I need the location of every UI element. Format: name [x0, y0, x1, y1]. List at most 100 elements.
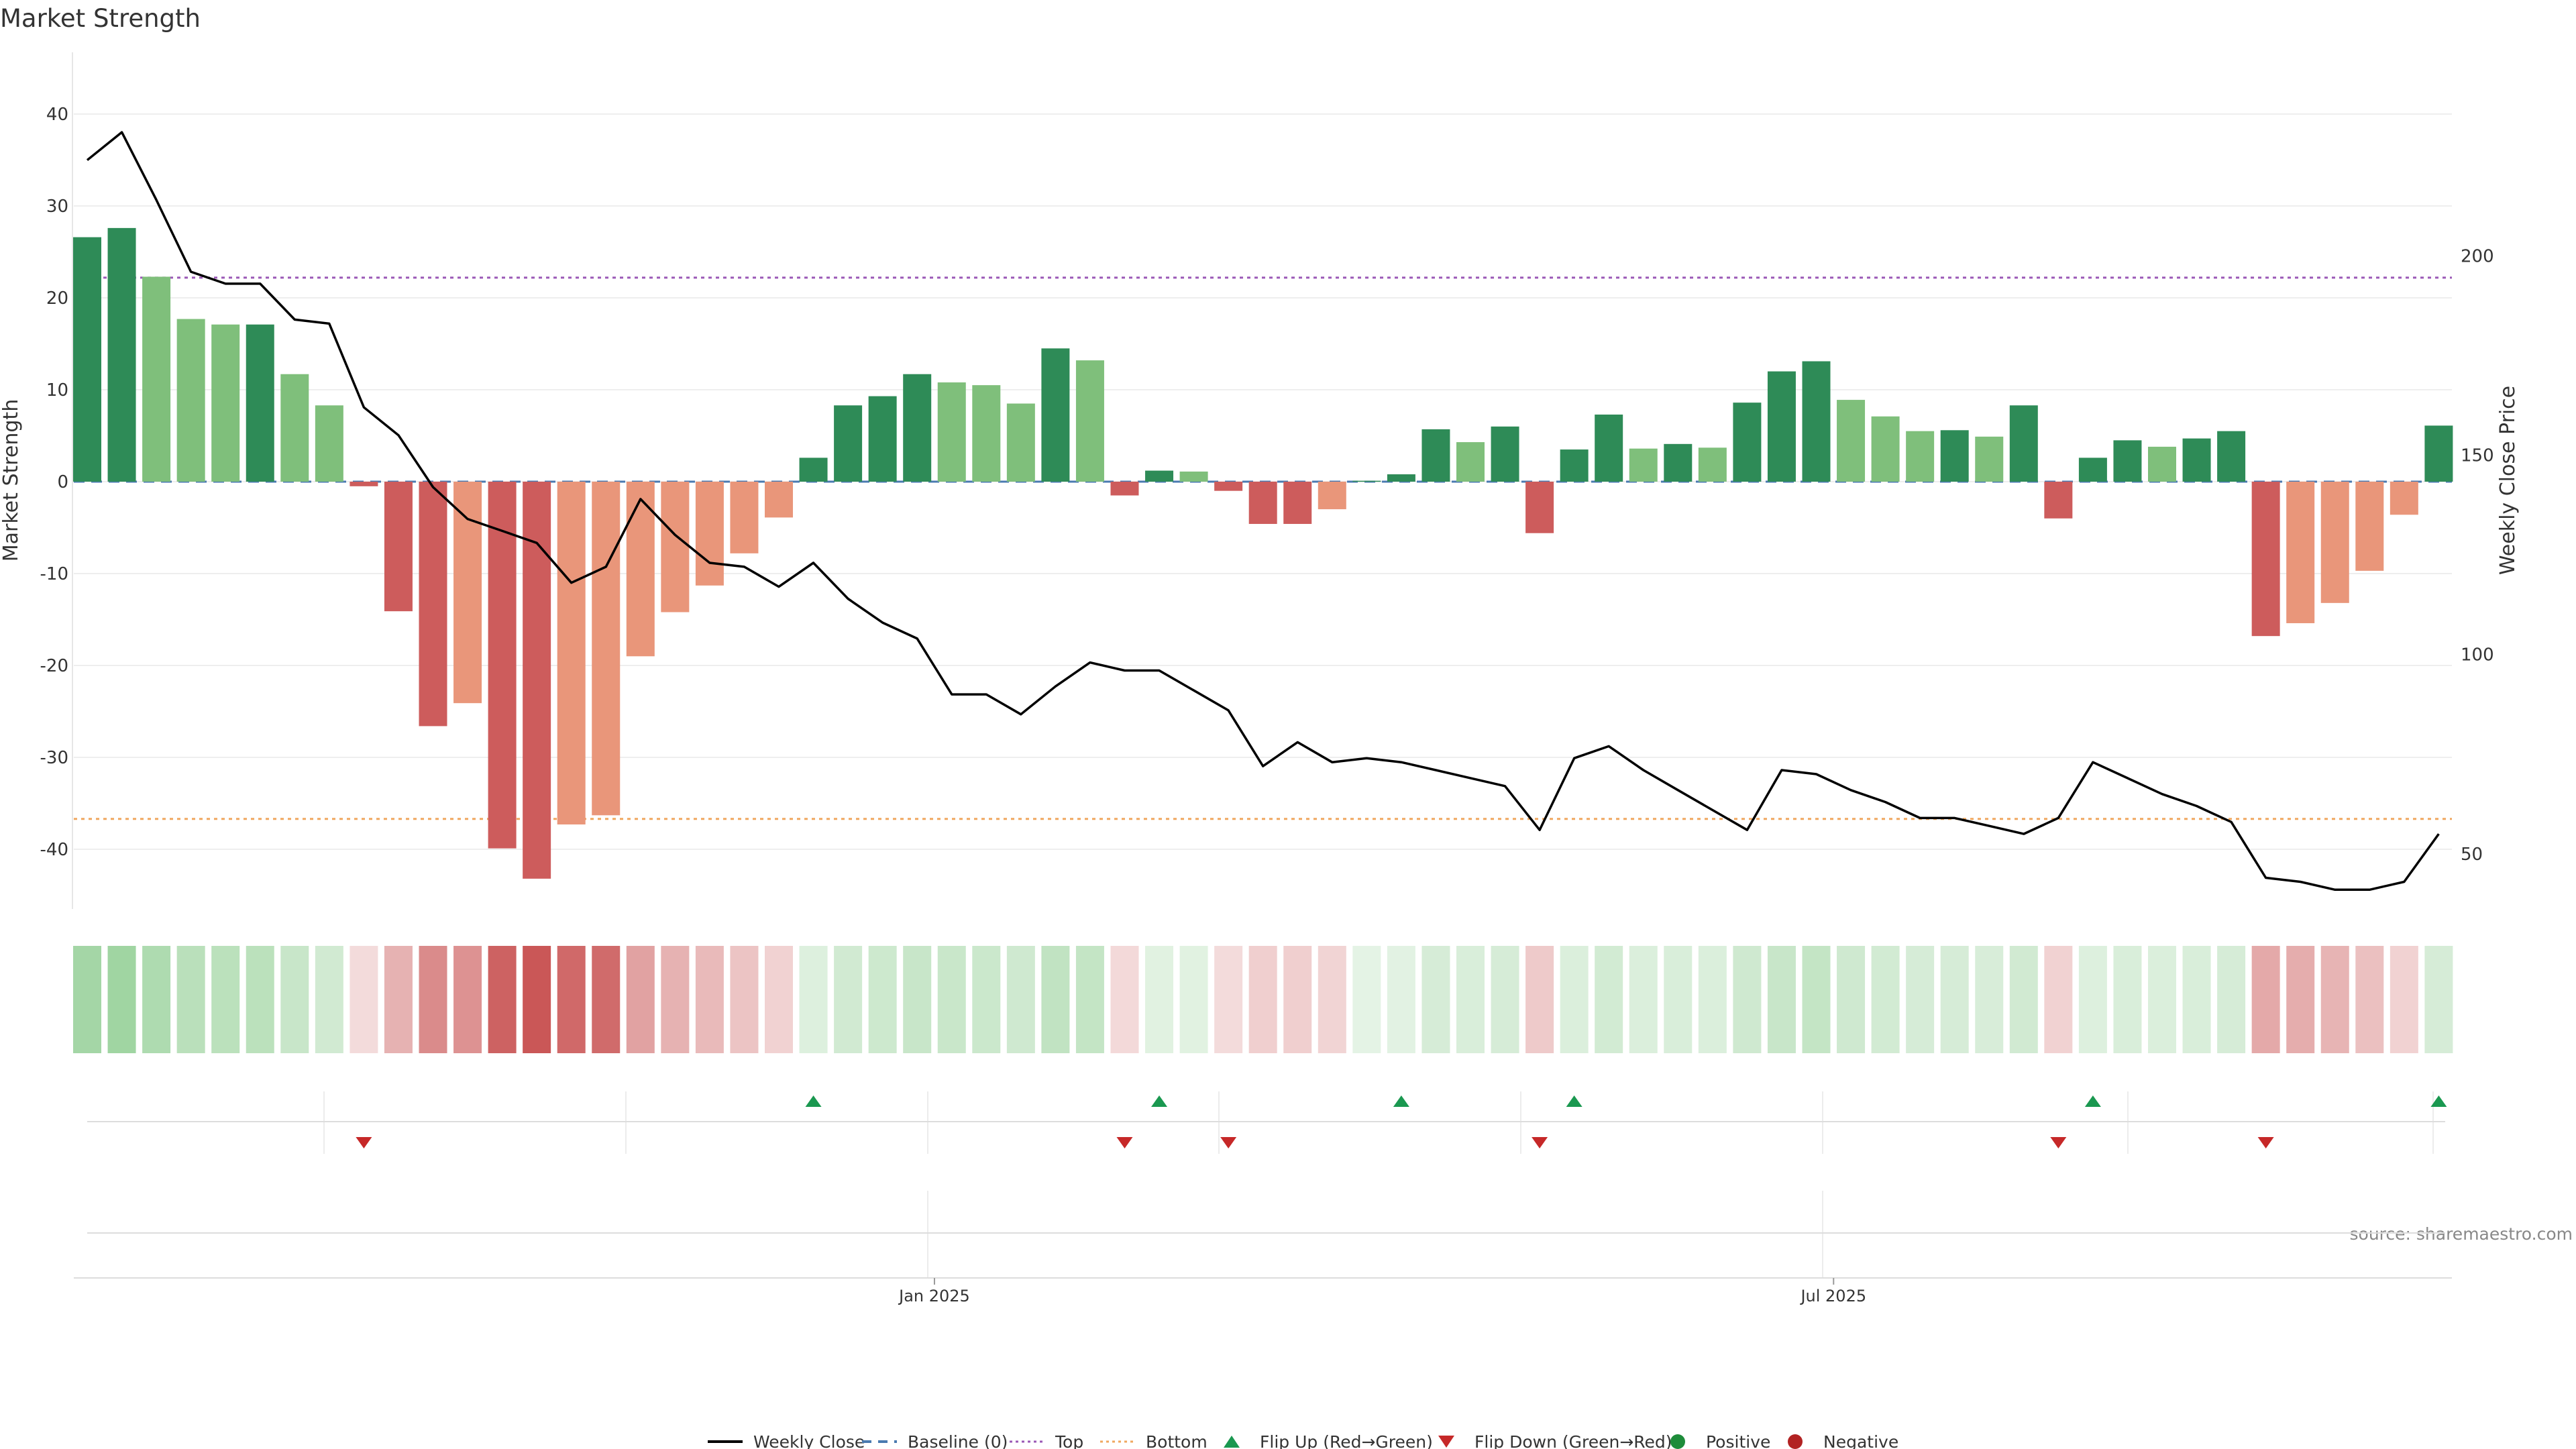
strength-bar [2286, 482, 2315, 623]
heat-cell [695, 946, 724, 1053]
strength-bar [2113, 440, 2142, 482]
strength-bar [1248, 482, 1277, 525]
heat-cell [384, 946, 413, 1053]
strength-bar [834, 405, 863, 482]
heat-cell [2286, 946, 2315, 1053]
y2-tick-label: 150 [2461, 446, 2494, 466]
heat-cell [1248, 946, 1277, 1053]
bottom-panel: Jan 2025 Jul 2025 [74, 1191, 2452, 1305]
strength-bar [2217, 431, 2246, 482]
strength-bar [107, 227, 136, 482]
heat-cell [2078, 946, 2107, 1053]
legend-item: Baseline (0) [862, 1432, 1008, 1449]
strength-bar [419, 482, 447, 727]
strength-bar [1802, 361, 1831, 482]
strength-bar [453, 482, 482, 704]
strength-bar [1456, 442, 1485, 482]
heat-cell [211, 946, 240, 1053]
strength-bar [1387, 474, 1415, 482]
strength-bar [211, 324, 240, 482]
legend-item: Top [1010, 1432, 1083, 1449]
y2-tick-label: 50 [2461, 845, 2483, 865]
strength-bar [626, 482, 655, 657]
heat-cell [1041, 946, 1070, 1053]
heat-cell [799, 946, 828, 1053]
close-price-line [86, 131, 2440, 892]
strength-bar [1006, 403, 1035, 482]
strength-bar [730, 482, 759, 553]
strength-bar [695, 482, 724, 586]
strength-bar [1318, 482, 1346, 510]
heat-cell [2424, 946, 2453, 1053]
strength-bar [2390, 482, 2418, 515]
heat-cell [1560, 946, 1589, 1053]
heat-cell [1525, 946, 1554, 1053]
strength-bar [1595, 414, 1623, 482]
x-tick-label: Jul 2025 [1799, 1287, 1866, 1305]
heat-cell [1698, 946, 1727, 1053]
strength-bar [1837, 400, 1866, 482]
heat-cell [350, 946, 378, 1053]
heat-cell [1214, 946, 1243, 1053]
flip-down-marker [1532, 1137, 1548, 1148]
y2-axis-label: Weekly Close Price [2496, 386, 2520, 575]
flip-down-marker [1220, 1137, 1237, 1148]
legend-item: Positive [1670, 1432, 1770, 1449]
strength-bar [1698, 447, 1727, 482]
heat-cell [661, 946, 690, 1053]
heat-cell [2217, 946, 2246, 1053]
heat-cell [868, 946, 897, 1053]
strength-bar [1629, 448, 1658, 482]
legend-label: Flip Up (Red→Green) [1260, 1432, 1433, 1449]
heat-cell [1629, 946, 1658, 1053]
strength-bar [661, 482, 690, 612]
heat-cell [2009, 946, 2038, 1053]
strength-bar [246, 324, 274, 482]
strength-bar [2182, 438, 2211, 482]
flip-up-marker [805, 1095, 822, 1107]
legend-swatch [1670, 1434, 1685, 1449]
heat-cell [1006, 946, 1035, 1053]
heat-cell [2148, 946, 2176, 1053]
strength-bar [1352, 480, 1381, 482]
strength-bar [1906, 431, 1935, 482]
flip-up-marker [1393, 1095, 1409, 1107]
strength-bar [1283, 482, 1312, 525]
heat-cell [142, 946, 171, 1053]
legend-swatch [1224, 1436, 1240, 1448]
strength-bar [142, 276, 171, 482]
x-tick-label: Jan 2025 [898, 1287, 970, 1305]
chart-legend: Weekly Close Baseline (0) Top Bottom Flip Up… [708, 1432, 1898, 1449]
heat-cell [2390, 946, 2418, 1053]
strength-bar [1767, 371, 1796, 482]
legend-label: Bottom [1146, 1432, 1208, 1449]
y-tick-label: 40 [46, 105, 68, 125]
strength-bars [73, 227, 2453, 879]
strength-bar [937, 382, 966, 482]
heat-cell [1318, 946, 1346, 1053]
heat-cell [246, 946, 274, 1053]
heat-cell [1421, 946, 1450, 1053]
strength-bar [350, 482, 378, 486]
strength-bar [1664, 443, 1693, 482]
strength-bar [765, 482, 793, 518]
strength-bar [280, 374, 309, 482]
strength-bar [868, 396, 897, 482]
heat-cell [1837, 946, 1866, 1053]
strength-heat-strip [73, 946, 2453, 1053]
y-tick-label: -10 [40, 564, 68, 584]
heat-cell [937, 946, 966, 1053]
legend-item: Flip Up (Red→Green) [1224, 1432, 1433, 1449]
strength-bar [557, 482, 586, 825]
flip-up-marker [1566, 1095, 1582, 1107]
heat-cell [176, 946, 205, 1053]
strength-bar [315, 405, 343, 482]
heat-cell [2113, 946, 2142, 1053]
flip-down-marker [2257, 1137, 2274, 1148]
heat-cell [1906, 946, 1935, 1053]
heat-cell [1352, 946, 1381, 1053]
strength-bar [1733, 402, 1762, 482]
y-tick-label: 10 [46, 380, 68, 400]
legend-label: Weekly Close [753, 1432, 865, 1449]
